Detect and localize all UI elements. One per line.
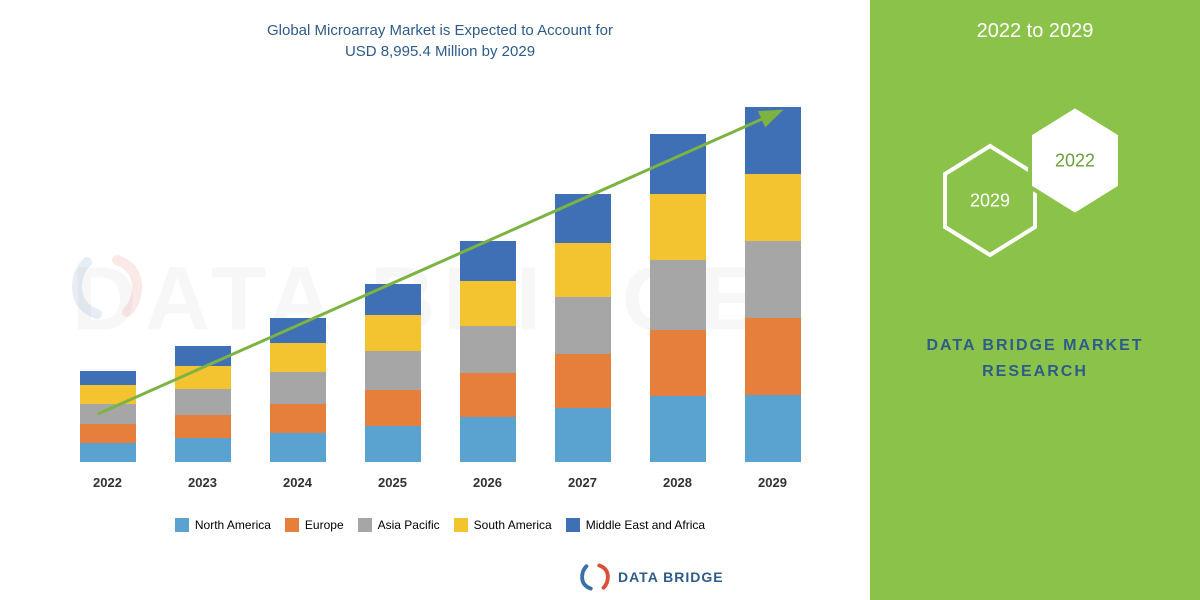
segment-south-america bbox=[80, 385, 136, 404]
segment-europe bbox=[175, 415, 231, 438]
bar-2027: 2027 bbox=[555, 194, 611, 462]
bar-2028: 2028 bbox=[650, 134, 706, 462]
footer-logo: DATA BRIDGE bbox=[580, 562, 724, 592]
segment-south-america bbox=[175, 366, 231, 389]
bar-stack bbox=[175, 346, 231, 462]
x-axis-label: 2029 bbox=[745, 475, 801, 490]
segment-south-america bbox=[460, 281, 516, 326]
footer-logo-icon bbox=[580, 562, 610, 592]
segment-asia-pacific bbox=[745, 241, 801, 318]
segment-asia-pacific bbox=[365, 351, 421, 390]
bar-stack bbox=[365, 284, 421, 462]
segment-middle-east-and-africa bbox=[365, 284, 421, 316]
segment-europe bbox=[650, 330, 706, 396]
hexagon-group: 2029 2022 bbox=[870, 103, 1200, 283]
bar-stack bbox=[80, 371, 136, 462]
segment-south-america bbox=[745, 174, 801, 241]
segment-north-america bbox=[270, 433, 326, 462]
bar-2022: 2022 bbox=[80, 371, 136, 462]
segment-asia-pacific bbox=[270, 372, 326, 404]
bars-container: 2022 2023 2024 2025 2026 2027 2028 2029 bbox=[60, 102, 820, 462]
legend-swatch bbox=[285, 518, 299, 532]
legend-label: North America bbox=[195, 518, 271, 532]
chart-title: Global Microarray Market is Expected to … bbox=[40, 20, 840, 62]
segment-europe bbox=[270, 404, 326, 433]
x-axis-label: 2026 bbox=[460, 475, 516, 490]
brand-line1: DATA BRIDGE MARKET bbox=[926, 337, 1143, 354]
brand-name: DATA BRIDGE MARKET RESEARCH bbox=[870, 333, 1200, 384]
bar-stack bbox=[270, 318, 326, 462]
segment-middle-east-and-africa bbox=[745, 107, 801, 174]
segment-north-america bbox=[555, 408, 611, 462]
hexagon-2029-label: 2029 bbox=[970, 190, 1010, 211]
x-axis-label: 2022 bbox=[80, 475, 136, 490]
chart-plot: 2022 2023 2024 2025 2026 2027 2028 2029 bbox=[60, 82, 820, 502]
legend-item-europe: Europe bbox=[285, 518, 344, 532]
legend-item-asia-pacific: Asia Pacific bbox=[358, 518, 440, 532]
segment-europe bbox=[745, 318, 801, 395]
brand-line2: RESEARCH bbox=[982, 363, 1088, 380]
chart-title-line1: Global Microarray Market is Expected to … bbox=[267, 22, 613, 39]
chart-legend: North America Europe Asia Pacific South Ame… bbox=[40, 518, 840, 532]
legend-item-south-america: South America bbox=[454, 518, 552, 532]
segment-asia-pacific bbox=[175, 389, 231, 415]
right-panel: 2022 to 2029 2029 2022 DATA BRIDGE MARKE… bbox=[870, 0, 1200, 600]
legend-swatch bbox=[358, 518, 372, 532]
segment-north-america bbox=[460, 417, 516, 462]
segment-middle-east-and-africa bbox=[460, 241, 516, 281]
legend-label: Middle East and Africa bbox=[586, 518, 705, 532]
bar-2026: 2026 bbox=[460, 241, 516, 462]
legend-swatch bbox=[566, 518, 580, 532]
x-axis-label: 2023 bbox=[175, 475, 231, 490]
forecast-period: 2022 to 2029 bbox=[870, 20, 1200, 43]
hexagon-2022-label: 2022 bbox=[1055, 150, 1095, 171]
segment-south-america bbox=[270, 343, 326, 372]
bar-stack bbox=[745, 107, 801, 462]
segment-europe bbox=[365, 390, 421, 426]
bar-stack bbox=[460, 241, 516, 462]
chart-container: Global Microarray Market is Expected to … bbox=[40, 20, 840, 580]
segment-south-america bbox=[365, 315, 421, 351]
segment-asia-pacific bbox=[80, 404, 136, 425]
bar-stack bbox=[555, 194, 611, 462]
segment-asia-pacific bbox=[460, 326, 516, 373]
segment-middle-east-and-africa bbox=[270, 318, 326, 343]
segment-europe bbox=[555, 354, 611, 408]
bar-2029: 2029 bbox=[745, 107, 801, 462]
chart-title-line2: USD 8,995.4 Million by 2029 bbox=[345, 43, 535, 60]
segment-north-america bbox=[650, 396, 706, 462]
segment-south-america bbox=[650, 194, 706, 260]
segment-europe bbox=[460, 373, 516, 418]
segment-north-america bbox=[745, 395, 801, 462]
bar-stack bbox=[650, 134, 706, 462]
segment-europe bbox=[80, 424, 136, 443]
legend-swatch bbox=[454, 518, 468, 532]
segment-middle-east-and-africa bbox=[555, 194, 611, 243]
legend-item-middle-east-and-africa: Middle East and Africa bbox=[566, 518, 705, 532]
segment-asia-pacific bbox=[555, 297, 611, 354]
legend-item-north-america: North America bbox=[175, 518, 271, 532]
bar-2025: 2025 bbox=[365, 284, 421, 462]
segment-north-america bbox=[175, 438, 231, 462]
segment-north-america bbox=[365, 426, 421, 462]
footer-logo-text: DATA BRIDGE bbox=[618, 569, 724, 585]
legend-label: Asia Pacific bbox=[378, 518, 440, 532]
segment-south-america bbox=[555, 243, 611, 297]
legend-swatch bbox=[175, 518, 189, 532]
segment-north-america bbox=[80, 443, 136, 462]
segment-middle-east-and-africa bbox=[175, 346, 231, 366]
bar-2023: 2023 bbox=[175, 346, 231, 462]
x-axis-label: 2028 bbox=[650, 475, 706, 490]
x-axis-label: 2027 bbox=[555, 475, 611, 490]
segment-asia-pacific bbox=[650, 260, 706, 330]
segment-middle-east-and-africa bbox=[80, 371, 136, 385]
hexagon-2022: 2022 bbox=[1025, 103, 1125, 218]
x-axis-label: 2025 bbox=[365, 475, 421, 490]
bar-2024: 2024 bbox=[270, 318, 326, 462]
x-axis-label: 2024 bbox=[270, 475, 326, 490]
legend-label: South America bbox=[474, 518, 552, 532]
segment-middle-east-and-africa bbox=[650, 134, 706, 194]
legend-label: Europe bbox=[305, 518, 344, 532]
